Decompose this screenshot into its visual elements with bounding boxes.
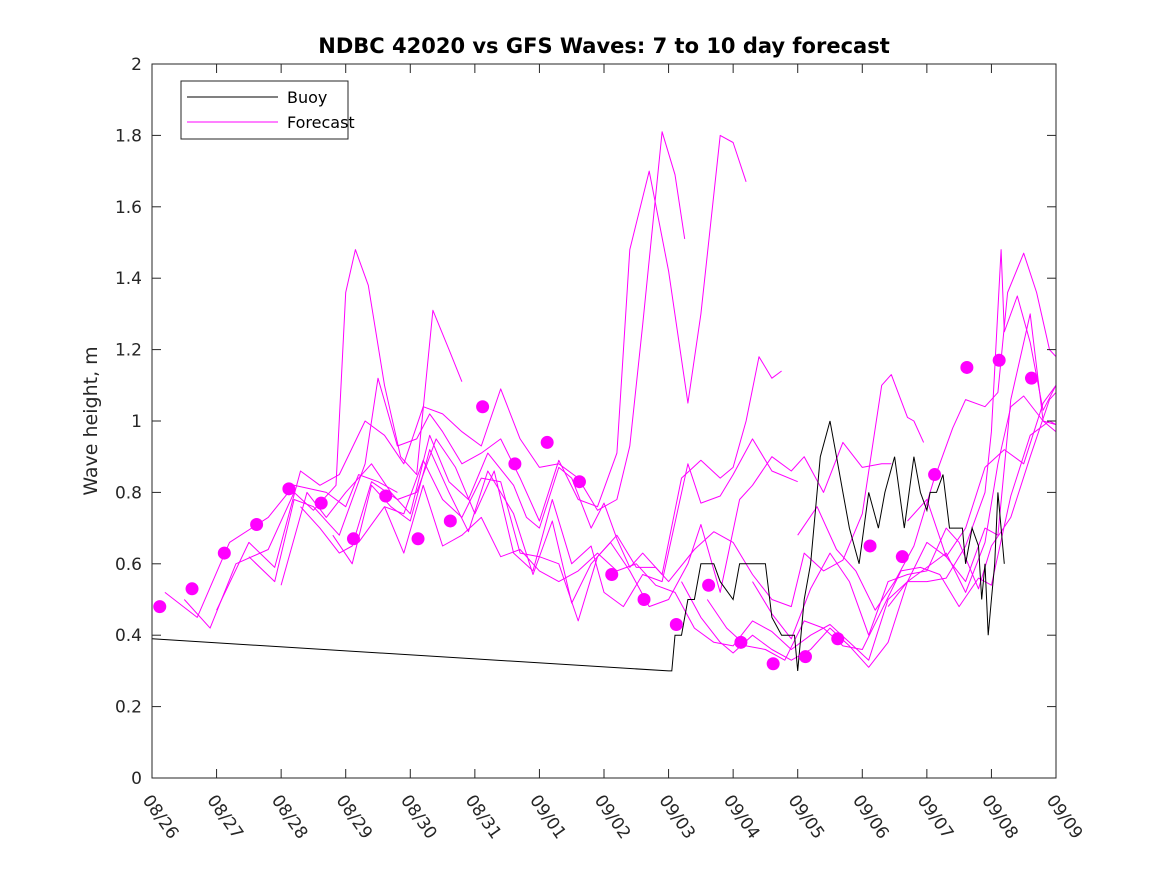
- forecast-marker: [443, 514, 457, 528]
- forecast-marker: [863, 539, 877, 553]
- forecast-marker: [928, 468, 942, 482]
- y-tick-label: 2: [131, 55, 142, 75]
- forecast-line: [183, 249, 463, 629]
- forecast-marker: [895, 550, 909, 564]
- data-layer: [151, 131, 1057, 672]
- forecast-marker: [734, 635, 748, 649]
- forecast-marker: [702, 578, 716, 592]
- forecast-line: [300, 438, 798, 608]
- legend-box: [180, 80, 349, 140]
- chart-title: NDBC 42020 vs GFS Waves: 7 to 10 day for…: [318, 34, 889, 58]
- forecast-marker: [379, 489, 393, 503]
- forecast-marker: [637, 593, 651, 606]
- forecast-marker: [250, 518, 264, 532]
- y-tick-label: 1: [131, 412, 142, 432]
- forecast-line: [358, 374, 925, 622]
- y-tick-label: 0.8: [115, 483, 142, 503]
- forecast-line: [164, 474, 398, 618]
- forecast-marker: [1024, 371, 1038, 385]
- legend-buoy-label: Buoy: [287, 88, 327, 107]
- forecast-marker: [476, 400, 490, 414]
- y-tick-label: 1.4: [115, 269, 142, 289]
- buoy-line: [151, 420, 1005, 672]
- y-tick-label: 1.8: [115, 126, 142, 146]
- forecast-marker: [766, 657, 780, 671]
- forecast-line: [907, 313, 1057, 583]
- legend: Buoy Forecast: [180, 80, 355, 140]
- forecast-line: [332, 441, 892, 608]
- forecast-line: [887, 249, 1057, 607]
- y-tick-label: 0: [131, 769, 142, 789]
- forecast-line: [248, 134, 747, 583]
- y-tick-label: 0.2: [115, 698, 142, 718]
- y-tick-label: 0.6: [115, 555, 142, 575]
- plot-area: [151, 63, 1057, 779]
- forecast-marker: [572, 475, 586, 489]
- forecast-marker: [831, 632, 845, 646]
- y-axis-label: Wave height, m: [80, 346, 102, 495]
- y-tick-label: 1.2: [115, 341, 142, 361]
- forecast-marker: [314, 496, 328, 510]
- forecast-marker: [346, 532, 360, 546]
- forecast-marker: [540, 435, 554, 449]
- legend-forecast-label: Forecast: [287, 113, 355, 132]
- forecast-line: [384, 385, 1057, 661]
- axes-background: [152, 64, 1056, 778]
- forecast-marker: [798, 650, 812, 664]
- forecast-line: [216, 131, 686, 611]
- forecast-marker: [992, 353, 1006, 367]
- forecast-marker: [669, 617, 683, 631]
- forecast-marker: [185, 582, 199, 596]
- forecast-marker: [411, 532, 425, 546]
- forecast-line: [797, 252, 1057, 611]
- forecast-marker: [508, 457, 522, 471]
- forecast-line: [280, 356, 782, 586]
- forecast-marker: [153, 600, 167, 614]
- y-tick-label: 1.6: [115, 198, 142, 218]
- forecast-marker: [282, 482, 296, 496]
- forecast-marker: [605, 568, 619, 582]
- forecast-marker: [217, 546, 231, 560]
- y-tick-label: 0.4: [115, 626, 142, 646]
- forecast-line: [706, 420, 1057, 661]
- forecast-marker: [960, 360, 974, 374]
- forecast-line: [752, 392, 1057, 640]
